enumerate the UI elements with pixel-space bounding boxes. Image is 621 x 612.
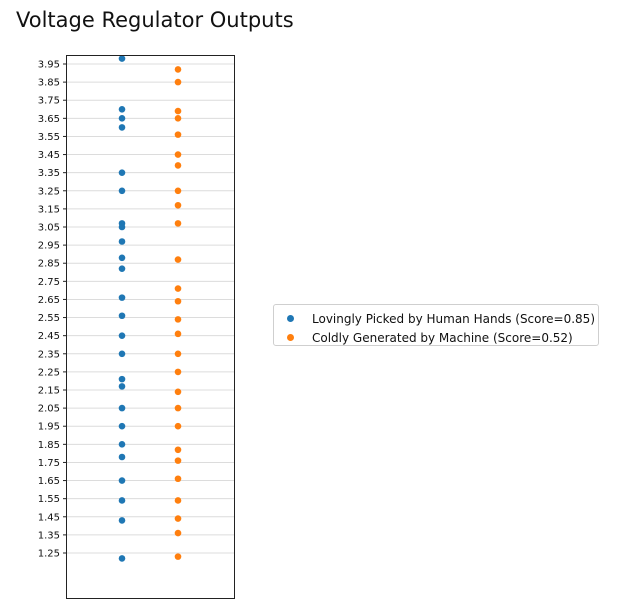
gridlines (67, 63, 234, 554)
y-tick-label: 2.95 (38, 241, 60, 252)
data-point-machine (174, 285, 182, 292)
data-point-machine (174, 151, 182, 158)
data-point-machine (174, 553, 182, 560)
data-point-machine (174, 115, 182, 122)
data-point-human (118, 254, 126, 262)
y-tick-label: 1.55 (38, 494, 60, 505)
data-point-human (118, 422, 126, 430)
data-point-human (118, 187, 126, 195)
y-tick-label: 3.65 (38, 114, 60, 125)
data-point-machine (174, 515, 182, 522)
y-tick-label: 2.15 (38, 386, 60, 397)
data-point-human (118, 497, 126, 504)
y-tick-label: 2.05 (38, 404, 60, 415)
data-point-machine (174, 316, 182, 323)
data-point-machine (174, 529, 182, 537)
data-point-human (118, 312, 126, 320)
y-tick-label: 2.75 (38, 277, 60, 288)
data-point-machine (174, 446, 182, 454)
data-point-machine (174, 187, 182, 195)
data-point-machine (174, 497, 182, 504)
legend-marker-human (287, 315, 294, 322)
y-tick-label: 2.65 (38, 295, 60, 306)
data-point-human (118, 169, 126, 176)
y-tick-label: 1.35 (38, 530, 60, 541)
y-tick-label: 1.65 (38, 476, 60, 487)
data-point-human (118, 517, 126, 524)
data-point-human (118, 294, 126, 301)
legend-label-machine: Coldly Generated by Machine (Score=0.52) (312, 330, 573, 345)
y-tick-label: 3.95 (38, 60, 60, 71)
y-tick-label: 3.05 (38, 223, 60, 234)
data-point-human (118, 383, 126, 390)
data-point-human (118, 55, 126, 62)
data-point-machine (174, 107, 182, 115)
data-point-human (118, 115, 126, 122)
data-point-human (118, 375, 126, 383)
y-tick-label: 3.75 (38, 96, 60, 107)
data-point-machine (174, 475, 182, 483)
legend-entry-machine: Coldly Generated by Machine (Score=0.52) (274, 328, 598, 347)
data-point-human (118, 265, 126, 272)
y-tick-label: 1.75 (38, 458, 60, 469)
data-point-machine (174, 220, 182, 227)
data-point-machine (174, 457, 182, 464)
data-points (118, 55, 182, 562)
data-point-human (118, 555, 126, 562)
legend-label-human: Lovingly Picked by Human Hands (Score=0.… (312, 311, 596, 326)
legend-entry-human: Lovingly Picked by Human Hands (Score=0.… (274, 309, 598, 328)
data-point-machine (174, 350, 182, 358)
data-point-human (118, 441, 126, 448)
y-tick-label: 3.25 (38, 186, 60, 197)
data-point-machine (174, 162, 182, 169)
data-point-human (118, 350, 126, 358)
y-tick-label: 2.35 (38, 349, 60, 360)
data-point-machine (174, 256, 182, 263)
y-tick-label: 3.35 (38, 168, 60, 179)
data-point-human (118, 404, 126, 412)
y-tick-label: 3.15 (38, 204, 60, 215)
y-tick-label: 1.45 (38, 512, 60, 523)
y-axis-ticks: 1.25 1.35 1.45 1.55 1.65 1.75 1.85 1.95 2.05 2.15… (38, 60, 67, 560)
data-point-machine (174, 404, 182, 412)
data-point-human (118, 477, 126, 484)
data-point-machine (174, 368, 182, 376)
y-tick-label: 2.45 (38, 331, 60, 342)
plot-frame (66, 55, 235, 599)
data-point-machine (174, 201, 182, 209)
y-tick-label: 1.25 (38, 549, 60, 560)
data-point-human (118, 223, 126, 231)
data-point-machine (174, 78, 182, 86)
data-point-machine (174, 388, 182, 396)
y-tick-label: 3.45 (38, 150, 60, 161)
data-point-machine (174, 66, 182, 73)
data-point-human (118, 238, 126, 245)
legend: Lovingly Picked by Human Hands (Score=0.… (273, 304, 599, 346)
y-tick-label: 3.55 (38, 132, 60, 143)
legend-marker-machine (287, 334, 294, 341)
y-tick-label: 2.85 (38, 259, 60, 270)
data-point-machine (174, 330, 182, 338)
data-point-human (118, 332, 126, 339)
data-point-human (118, 453, 126, 461)
data-point-machine (174, 422, 182, 430)
data-point-machine (174, 297, 182, 305)
y-tick-label: 2.55 (38, 313, 60, 324)
data-point-machine (174, 131, 182, 138)
y-tick-label: 1.85 (38, 440, 60, 451)
y-tick-label: 2.25 (38, 367, 60, 378)
y-tick-label: 3.85 (38, 78, 60, 89)
data-point-human (118, 105, 126, 113)
y-tick-label: 1.95 (38, 422, 60, 433)
chart-title: Voltage Regulator Outputs (16, 8, 294, 32)
data-point-human (118, 124, 126, 131)
